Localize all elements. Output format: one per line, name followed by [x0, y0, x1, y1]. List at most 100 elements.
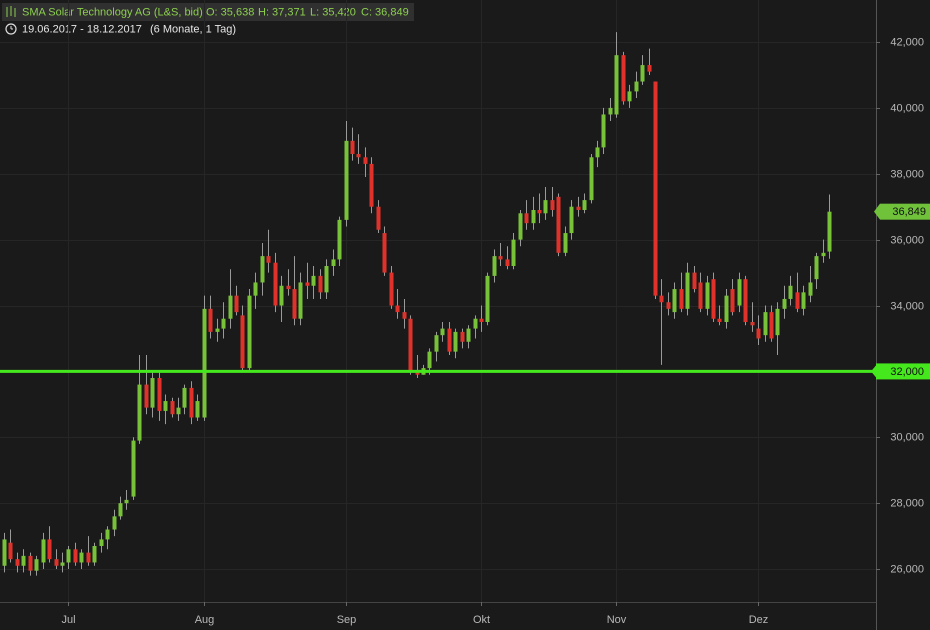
candle-body	[208, 308, 213, 332]
candle-body	[92, 546, 97, 563]
candle-body	[724, 295, 729, 322]
candle-body	[537, 210, 542, 214]
candle-body	[440, 328, 445, 336]
y-tick-label: 36,000	[890, 234, 924, 246]
clock-icon	[5, 23, 17, 35]
candle-body	[324, 266, 329, 293]
candle-body	[234, 295, 239, 313]
x-tick-label: Okt	[473, 614, 490, 626]
header-title: SMA Solar Technology AG (L&S, bid)	[22, 6, 203, 18]
last-price-label: 36,849	[892, 206, 926, 218]
candle-body	[228, 295, 233, 319]
candle-body	[221, 318, 226, 329]
header-open: O: 35,638	[206, 6, 254, 18]
y-tick-label: 38,000	[890, 168, 924, 180]
candle-body	[137, 384, 142, 441]
candle-body	[550, 200, 555, 210]
candle-body	[279, 285, 284, 306]
candle-body	[543, 200, 548, 214]
y-tick-label: 40,000	[890, 102, 924, 114]
candle-body	[356, 154, 361, 158]
candle-body	[801, 292, 806, 309]
candle-body	[634, 81, 639, 92]
candle-body	[769, 312, 774, 339]
header-period: (6 Monate, 1 Tag)	[150, 23, 236, 35]
candle-body	[518, 213, 523, 240]
candle-body	[556, 196, 561, 253]
candle-body	[576, 206, 581, 210]
candle-body	[808, 282, 813, 296]
candle-body	[47, 539, 52, 560]
candle-body	[408, 318, 413, 372]
candle-body	[730, 289, 735, 313]
x-tick-label: Nov	[607, 614, 627, 626]
header-high: H: 37,371	[258, 6, 306, 18]
candle-body	[260, 256, 265, 283]
candle-body	[447, 328, 452, 352]
candle-body	[479, 318, 484, 322]
candle-body	[189, 387, 194, 418]
y-tick-label: 42,000	[890, 36, 924, 48]
candle-body	[298, 282, 303, 319]
x-tick-label: Dez	[749, 614, 769, 626]
candle-body	[705, 282, 710, 309]
candle-body	[743, 279, 748, 322]
candle-body	[827, 211, 832, 252]
candle-body	[376, 206, 381, 230]
candle-body	[363, 157, 368, 164]
candle-body	[415, 371, 420, 375]
candle-body	[608, 107, 613, 115]
candle-body	[698, 282, 703, 309]
x-tick-label: Jul	[61, 614, 75, 626]
candle-body	[640, 65, 645, 82]
candle-body	[292, 289, 297, 319]
candle-body	[344, 140, 349, 220]
level-label-pointer	[871, 365, 876, 378]
candle-body	[124, 499, 129, 504]
header-close: C: 36,849	[361, 6, 409, 18]
candle-body	[21, 555, 26, 566]
candle-body	[582, 200, 587, 210]
candle-body	[382, 233, 387, 273]
header-low: L: 35,420	[310, 6, 356, 18]
candle-body	[814, 256, 819, 280]
candle-body	[369, 163, 374, 207]
candle-body	[163, 401, 168, 411]
header-box	[2, 3, 414, 21]
candle-icon	[6, 6, 16, 17]
candle-body	[176, 407, 181, 415]
candle-body	[434, 335, 439, 352]
candle-body	[679, 289, 684, 309]
candle-body	[247, 295, 252, 369]
candle-body	[782, 298, 787, 309]
y-tick-label: 26,000	[890, 563, 924, 575]
candle-body	[647, 65, 652, 72]
candle-body	[337, 219, 342, 260]
candle-body	[318, 275, 323, 293]
candle-body	[41, 539, 46, 563]
candle-body	[182, 387, 187, 408]
candle-body	[286, 285, 291, 290]
candle-body	[73, 549, 78, 563]
candle-body	[672, 289, 677, 313]
level-label-box	[876, 363, 930, 380]
candle-body	[79, 552, 84, 563]
candle-body	[253, 282, 258, 296]
candle-body	[266, 256, 271, 263]
candle-body	[601, 114, 606, 148]
candle-body	[350, 140, 355, 154]
candle-body	[756, 328, 761, 339]
candle-body	[427, 351, 432, 369]
candle-body	[485, 275, 490, 322]
candle-body	[531, 210, 536, 224]
header-range: 19.06.2017 - 18.12.2017	[22, 23, 142, 35]
candle-body	[685, 272, 690, 309]
candle-body	[8, 542, 13, 560]
candle-body	[54, 559, 59, 566]
candle-body	[311, 275, 316, 286]
candle-body	[273, 262, 278, 306]
candle-body	[402, 312, 407, 319]
candle-body	[86, 552, 91, 563]
y-tick-label: 28,000	[890, 497, 924, 509]
